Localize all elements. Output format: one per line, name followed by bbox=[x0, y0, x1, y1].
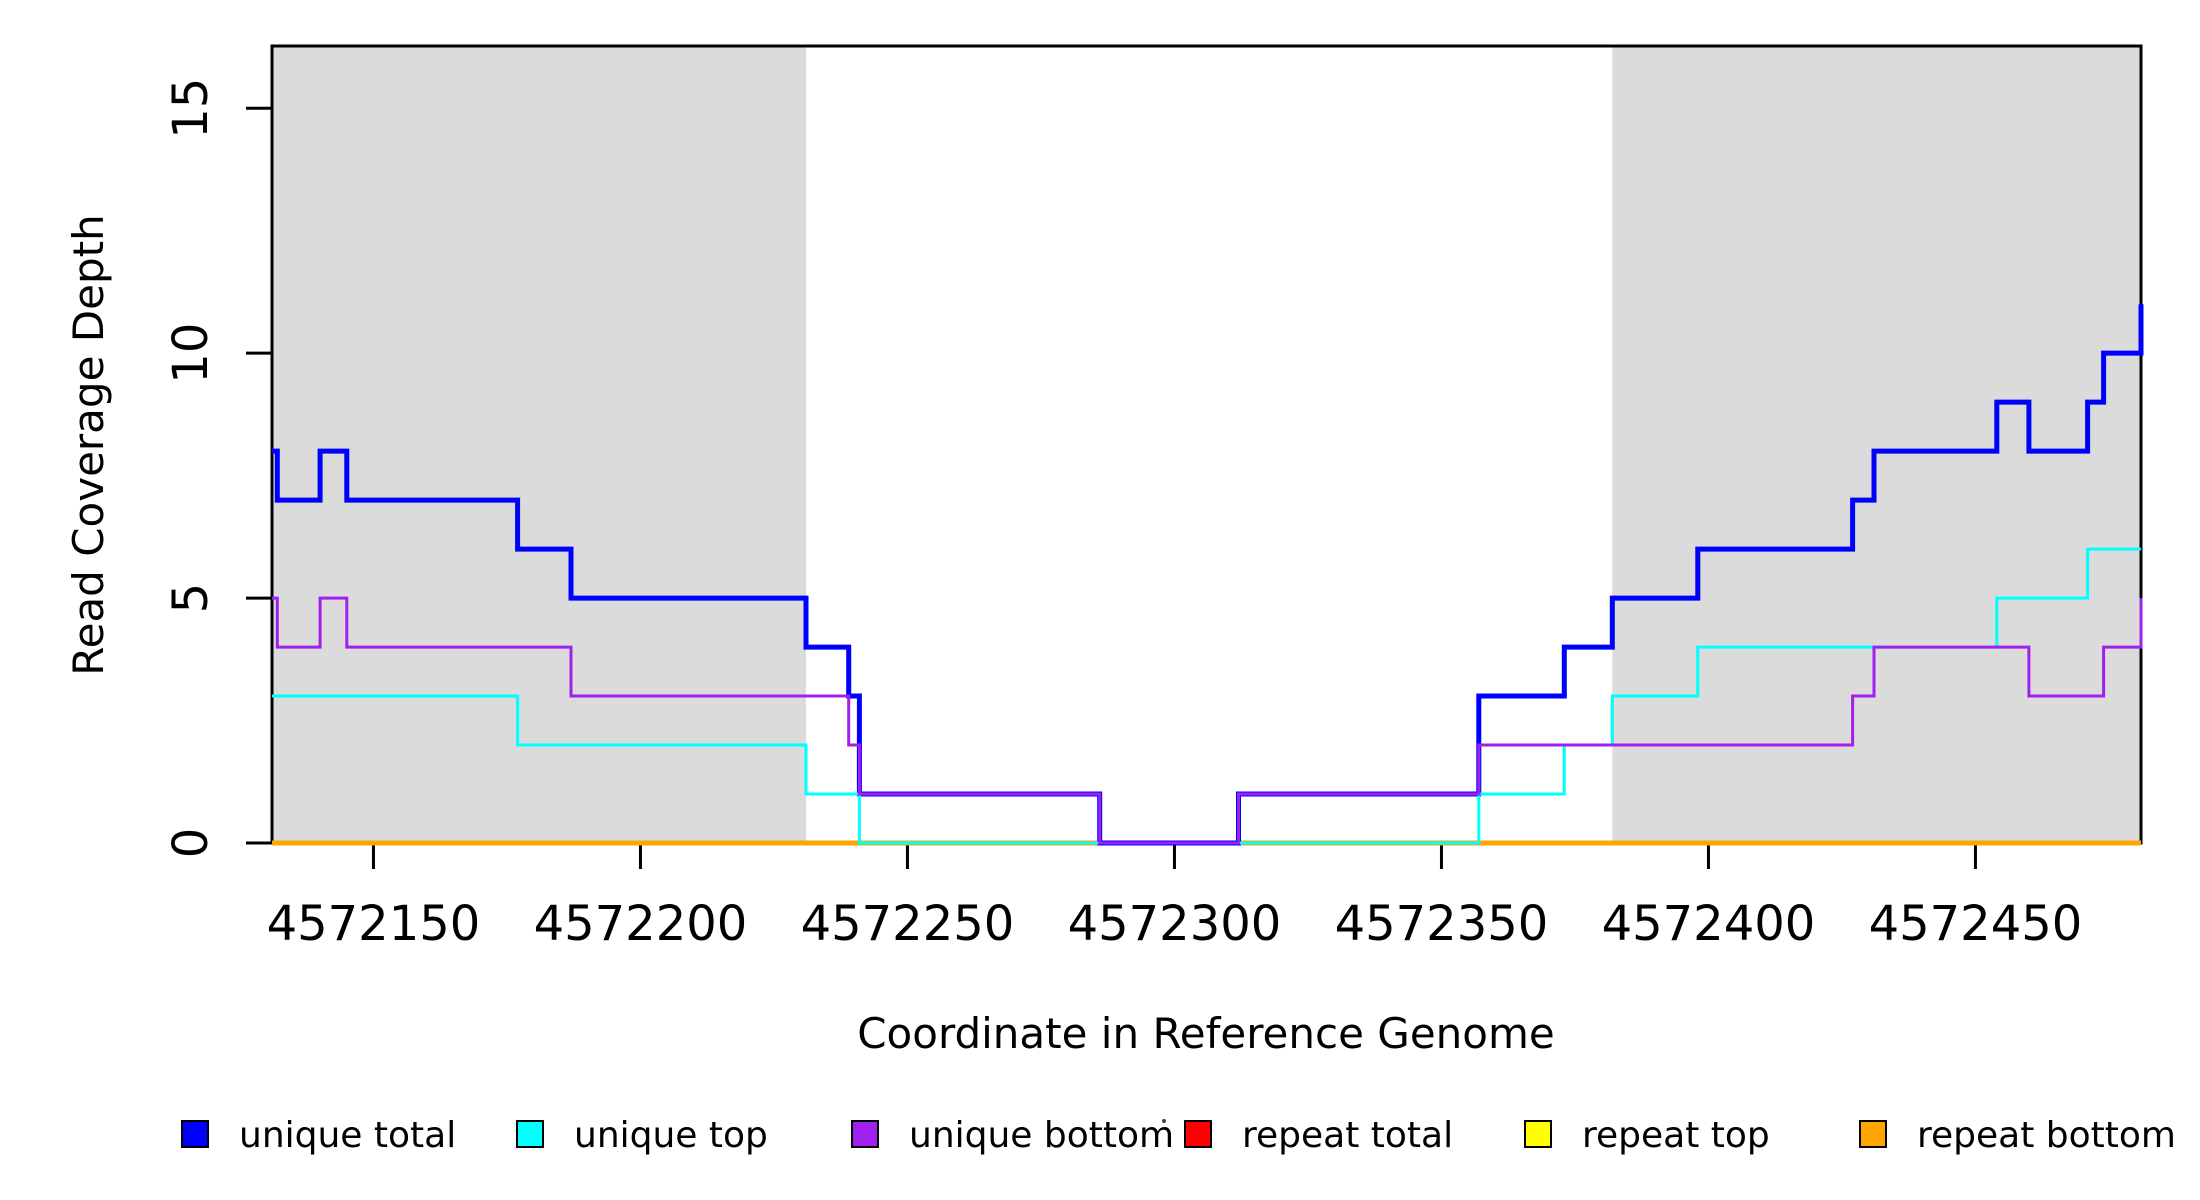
y-axis: 0 5 10 15 bbox=[163, 78, 272, 859]
shaded-region bbox=[272, 46, 806, 843]
x-tick-label: 4572350 bbox=[1335, 896, 1549, 952]
legend-label: repeat total bbox=[1242, 1115, 1453, 1156]
x-axis-label: Coordinate in Reference Genome bbox=[857, 1009, 1555, 1058]
legend-item-repeat-bottom: repeat bottom bbox=[1859, 1115, 2176, 1156]
series-line-unique-top bbox=[272, 547, 2141, 845]
x-tick-label: 4572450 bbox=[1869, 896, 2083, 952]
shaded-regions bbox=[272, 46, 2141, 843]
legend-label: unique bottom bbox=[909, 1115, 1174, 1156]
series-lines bbox=[272, 304, 2144, 846]
x-axis: 4572150 4572200 4572250 4572300 4572350 45724… bbox=[267, 843, 2083, 952]
stray-dot bbox=[1162, 1119, 1166, 1123]
legend-item-repeat-total: repeat total bbox=[1184, 1115, 1453, 1156]
y-tick-label: 15 bbox=[163, 78, 219, 139]
series-line-unique-bottom bbox=[272, 596, 2143, 845]
legend-item-unique-total: unique total bbox=[181, 1115, 456, 1156]
legend-label: unique top bbox=[574, 1115, 768, 1156]
legend-label: repeat bottom bbox=[1917, 1115, 2176, 1156]
legend-item-repeat-top: repeat top bbox=[1524, 1115, 1770, 1156]
legend-swatch-repeat-top bbox=[1524, 1120, 1552, 1148]
legend-item-unique-bottom: unique bottom bbox=[851, 1115, 1174, 1156]
x-tick-label: 4572150 bbox=[267, 896, 481, 952]
legend: unique total unique top unique bottom repea… bbox=[181, 1115, 2176, 1156]
legend-label: unique total bbox=[239, 1115, 456, 1156]
y-tick-label: 5 bbox=[163, 583, 219, 614]
y-tick-label: 0 bbox=[163, 828, 219, 859]
x-tick-label: 4572400 bbox=[1602, 896, 1816, 952]
legend-item-unique-top: unique top bbox=[516, 1115, 768, 1156]
legend-label: repeat top bbox=[1582, 1115, 1770, 1156]
legend-swatch-unique-bottom bbox=[851, 1120, 879, 1148]
legend-swatch-repeat-total bbox=[1184, 1120, 1212, 1148]
x-tick-label: 4572300 bbox=[1068, 896, 1282, 952]
legend-swatch-unique-total bbox=[181, 1120, 209, 1148]
legend-swatch-repeat-bottom bbox=[1859, 1120, 1887, 1148]
x-tick-label: 4572200 bbox=[534, 896, 748, 952]
y-tick-label: 10 bbox=[163, 323, 219, 384]
x-tick-label: 4572250 bbox=[801, 896, 1015, 952]
shaded-region bbox=[1612, 46, 2141, 843]
y-axis-label: Read Coverage Depth bbox=[64, 214, 113, 675]
legend-swatch-unique-top bbox=[516, 1120, 544, 1148]
